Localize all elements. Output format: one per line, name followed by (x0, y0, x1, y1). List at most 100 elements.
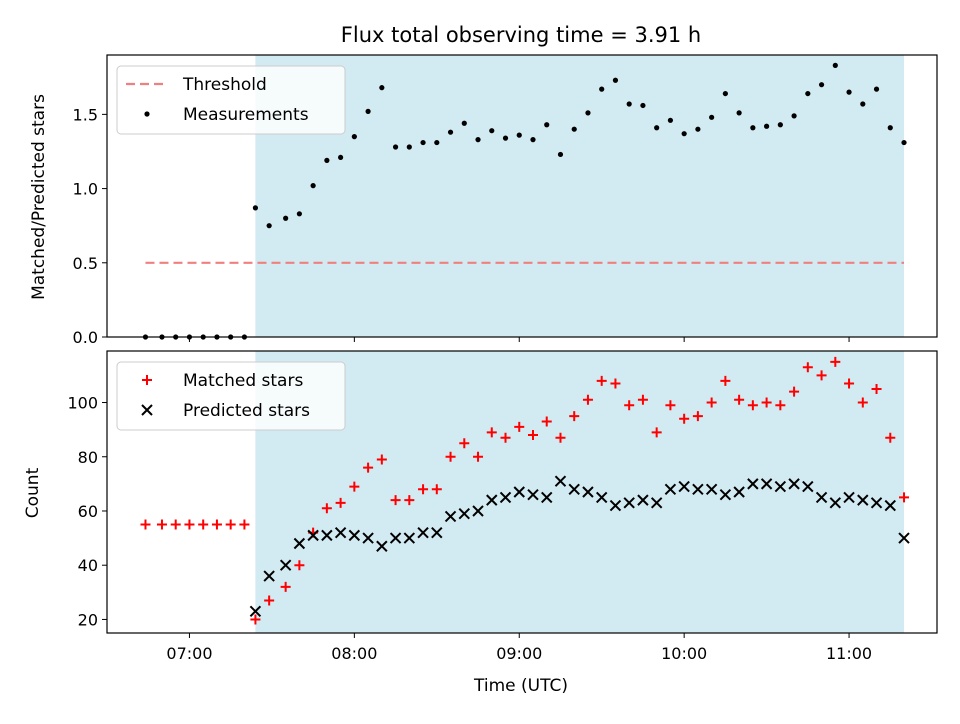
data-point (791, 113, 797, 119)
x-tick-label: 08:00 (331, 644, 377, 663)
data-point (263, 570, 275, 582)
y-tick-label: 0.5 (73, 254, 98, 273)
data-point (379, 85, 385, 91)
data-point (569, 411, 580, 422)
y-tick-label: 40 (78, 556, 98, 575)
data-point (280, 581, 291, 592)
data-point (252, 205, 259, 211)
data-point (294, 560, 305, 571)
data-point (420, 139, 426, 146)
data-point (667, 117, 674, 123)
y-axis-label-bottom: Count (23, 467, 43, 518)
data-point (709, 114, 715, 120)
data-point (637, 394, 648, 405)
data-point (623, 497, 635, 509)
data-point (815, 491, 828, 504)
data-point (761, 397, 772, 408)
data-point (884, 499, 896, 512)
data-point (829, 497, 842, 509)
x-tick-label: 11:00 (826, 644, 872, 663)
data-point (458, 507, 470, 520)
data-point (870, 497, 883, 509)
legend-swatch (144, 111, 150, 117)
data-point (898, 532, 910, 544)
data-point (338, 154, 344, 161)
x-axis-label: Time (UTC) (473, 676, 568, 696)
data-point (390, 495, 401, 506)
data-point (612, 77, 619, 83)
data-point (475, 137, 481, 143)
data-point (692, 483, 704, 495)
data-point (321, 529, 333, 542)
y-tick-label: 0.0 (73, 328, 98, 347)
data-point (750, 125, 756, 131)
axes-frame (106, 54, 938, 338)
data-point (816, 370, 827, 381)
chart-title: Flux total observing time = 3.91 h (341, 23, 701, 47)
data-point (802, 480, 814, 493)
data-point (444, 510, 457, 523)
data-point (293, 537, 306, 550)
data-point (486, 494, 498, 506)
data-point (184, 519, 195, 530)
data-point (513, 486, 525, 498)
data-point (582, 486, 594, 498)
data-point (846, 89, 852, 95)
data-point (557, 151, 564, 158)
data-point (720, 375, 731, 386)
data-point (805, 90, 811, 97)
legend-box (116, 65, 346, 135)
data-point (279, 559, 292, 571)
data-point (283, 215, 289, 221)
data-point (349, 481, 360, 492)
data-point (844, 378, 855, 389)
data-point (777, 122, 783, 128)
data-point (678, 480, 690, 493)
data-point (502, 135, 509, 141)
y-tick-label: 1.5 (73, 105, 98, 124)
data-point (719, 489, 732, 501)
data-point (595, 491, 608, 504)
data-point (406, 144, 412, 150)
data-point (516, 132, 522, 138)
data-point (664, 483, 677, 495)
y-tick-label: 80 (78, 448, 98, 467)
data-point (376, 540, 388, 552)
data-point (624, 400, 635, 411)
data-point (651, 427, 662, 438)
data-point (500, 432, 511, 443)
data-point (568, 483, 580, 495)
legend-label: Matched stars (183, 371, 303, 391)
data-point (418, 484, 429, 495)
data-point (365, 108, 371, 114)
data-point (334, 526, 347, 539)
data-point (554, 475, 567, 487)
data-point (541, 491, 553, 504)
data-point (789, 386, 800, 397)
data-point (403, 532, 416, 544)
data-point (250, 614, 261, 625)
data-point (486, 427, 497, 438)
data-point (431, 484, 442, 495)
data-point (527, 430, 538, 441)
data-point (530, 137, 536, 143)
data-point (249, 605, 262, 618)
data-point (679, 413, 690, 424)
data-point (640, 102, 646, 109)
legend: Matched stars Predicted stars (116, 361, 346, 431)
data-point (857, 494, 869, 506)
data-point (650, 497, 663, 509)
data-point (705, 483, 718, 495)
data-point (499, 491, 512, 504)
data-point (335, 497, 346, 508)
data-point (198, 519, 209, 530)
legend-label: Predicted stars (183, 401, 310, 421)
data-point (857, 397, 868, 408)
data-point (899, 492, 910, 503)
data-point (802, 362, 813, 373)
data-point (887, 125, 893, 131)
data-point (544, 122, 550, 128)
data-point (514, 421, 525, 432)
data-point (555, 432, 566, 443)
